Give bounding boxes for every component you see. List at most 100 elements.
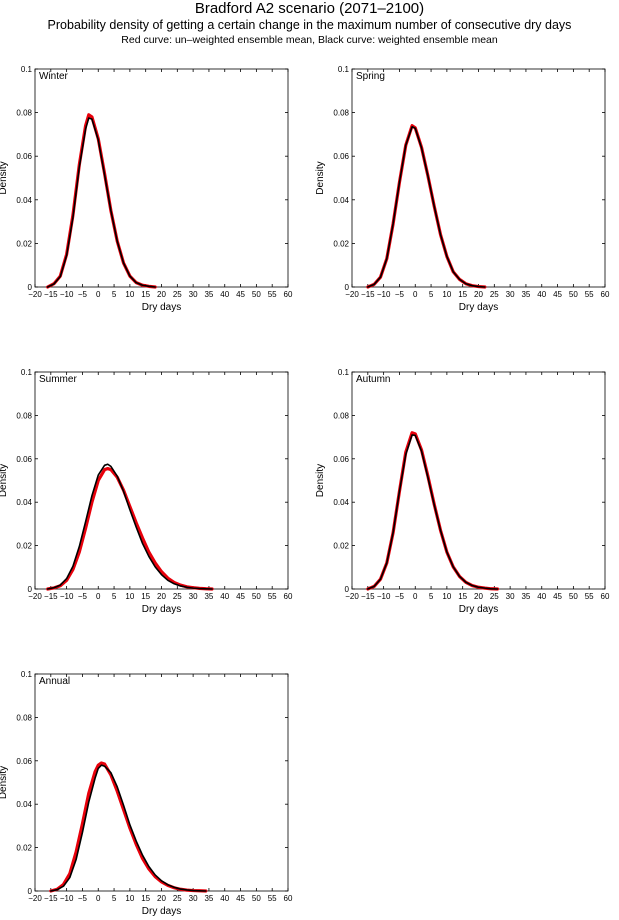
x-tick-label: 25 <box>173 592 182 601</box>
y-tick-label: 0.08 <box>16 109 32 118</box>
y-tick-label: 0.06 <box>333 455 349 464</box>
x-tick-label: 5 <box>112 894 117 903</box>
y-tick-label: 0.02 <box>16 239 32 248</box>
x-tick-label: 50 <box>569 592 578 601</box>
x-tick-label: −5 <box>395 592 405 601</box>
x-tick-label: 35 <box>204 290 213 299</box>
x-tick-label: 10 <box>125 592 134 601</box>
x-tick-label: 40 <box>220 290 229 299</box>
x-tick-label: −20 <box>345 592 359 601</box>
x-tick-label: −5 <box>78 290 88 299</box>
panel-autumn: −20 −15 −10 −5 0 5 10 15 20 25 30 35 40 45 50 55 60 0 0.02… <box>315 368 610 615</box>
x-tick-label: 55 <box>268 894 277 903</box>
y-tick-label: 0 <box>345 585 350 594</box>
x-tick-label: 10 <box>125 894 134 903</box>
plot-frame <box>351 371 606 590</box>
x-tick-label: 5 <box>429 290 434 299</box>
y-axis-label: Density <box>315 464 326 497</box>
series-line-weighted <box>367 125 486 288</box>
x-tick-label: 50 <box>569 290 578 299</box>
x-tick-label: 35 <box>204 894 213 903</box>
x-tick-label: 30 <box>506 290 515 299</box>
x-tick-label: 55 <box>268 290 277 299</box>
plot-frame <box>34 68 289 288</box>
x-tick-label: 30 <box>189 894 198 903</box>
y-tick-label: 0.06 <box>16 757 32 766</box>
x-tick-label: 60 <box>284 894 293 903</box>
series-line-weighted <box>367 434 499 590</box>
x-tick-label: 0 <box>96 592 101 601</box>
x-tick-label: 25 <box>490 290 499 299</box>
y-tick-label: 0.02 <box>333 542 349 551</box>
x-tick-label: −20 <box>345 290 359 299</box>
x-tick-label: 5 <box>112 592 117 601</box>
x-tick-label: −20 <box>28 894 42 903</box>
x-tick-label: −10 <box>60 290 74 299</box>
x-tick-label: 45 <box>236 894 245 903</box>
x-axis-label: Dry days <box>142 302 181 313</box>
y-tick-label: 0 <box>28 585 33 594</box>
y-tick-label: 0 <box>28 283 33 292</box>
x-tick-label: −15 <box>44 894 58 903</box>
x-tick-label: 10 <box>442 290 451 299</box>
x-tick-label: 40 <box>220 592 229 601</box>
x-tick-label: 30 <box>189 592 198 601</box>
x-tick-label: 35 <box>521 592 530 601</box>
x-axis-label: Dry days <box>459 604 498 615</box>
x-tick-label: 25 <box>173 894 182 903</box>
x-tick-label: 45 <box>553 290 562 299</box>
x-tick-label: 10 <box>442 592 451 601</box>
x-tick-label: −10 <box>377 290 391 299</box>
y-tick-label: 0.1 <box>21 368 33 377</box>
y-tick-label: 0.02 <box>16 844 32 853</box>
x-tick-label: 20 <box>157 592 166 601</box>
x-tick-label: −5 <box>78 592 88 601</box>
series-line-weighted <box>50 764 207 892</box>
y-axis-label: Density <box>0 766 9 799</box>
x-tick-label: 45 <box>553 592 562 601</box>
x-tick-label: 15 <box>458 290 467 299</box>
x-tick-label: −5 <box>395 290 405 299</box>
plot-frame <box>34 371 289 590</box>
y-tick-label: 0.04 <box>333 498 349 507</box>
x-tick-label: 20 <box>474 592 483 601</box>
x-tick-label: −5 <box>78 894 88 903</box>
y-tick-label: 0.04 <box>16 800 32 809</box>
x-tick-label: 0 <box>96 290 101 299</box>
x-tick-label: 25 <box>173 290 182 299</box>
y-axis-label: Density <box>0 161 9 194</box>
panel-label: Summer <box>39 374 77 385</box>
y-tick-label: 0.08 <box>333 109 349 118</box>
x-tick-label: 20 <box>474 290 483 299</box>
x-tick-label: −10 <box>60 894 74 903</box>
y-tick-label: 0.06 <box>16 455 32 464</box>
series-line-unweighted <box>366 431 500 591</box>
y-tick-label: 0.1 <box>338 65 350 74</box>
y-tick-label: 0.02 <box>16 542 32 551</box>
y-tick-label: 0.1 <box>21 65 33 74</box>
x-tick-label: 30 <box>189 290 198 299</box>
x-axis-label: Dry days <box>142 604 181 615</box>
x-tick-label: 60 <box>601 592 610 601</box>
y-tick-label: 0.1 <box>21 670 33 679</box>
y-tick-label: 0.04 <box>333 196 349 205</box>
y-tick-label: 0.06 <box>16 152 32 161</box>
series-line-unweighted <box>46 113 157 289</box>
x-tick-label: 45 <box>236 290 245 299</box>
x-tick-label: −15 <box>44 592 58 601</box>
series-line-unweighted <box>49 761 208 893</box>
x-tick-label: −15 <box>361 592 375 601</box>
x-tick-label: 15 <box>141 894 150 903</box>
y-tick-label: 0.06 <box>333 152 349 161</box>
x-tick-label: 50 <box>252 894 261 903</box>
x-tick-label: −10 <box>60 592 74 601</box>
x-tick-label: −10 <box>377 592 391 601</box>
x-tick-label: 40 <box>537 290 546 299</box>
x-tick-label: 35 <box>204 592 213 601</box>
x-tick-label: 45 <box>236 592 245 601</box>
figure-subtitle: Probability density of getting a certain… <box>47 18 572 32</box>
x-tick-label: −15 <box>44 290 58 299</box>
x-tick-label: 60 <box>284 592 293 601</box>
x-tick-label: 60 <box>284 290 293 299</box>
series-line-weighted <box>46 463 213 590</box>
